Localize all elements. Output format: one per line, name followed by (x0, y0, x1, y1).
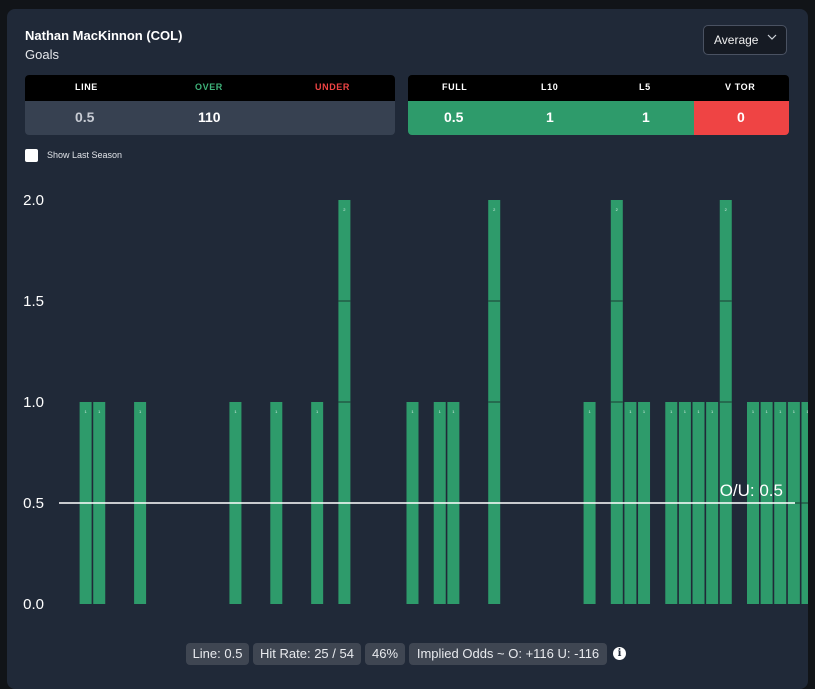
header-full: FULL (442, 82, 468, 92)
red-cell (694, 101, 789, 135)
header-over: OVER (195, 82, 223, 92)
header-l10: L10 (541, 82, 559, 92)
green-cells (408, 101, 694, 135)
show-last-season-label: Show Last Season (47, 150, 123, 160)
line-value: 0.5 (75, 109, 95, 125)
stat-category: Goals (25, 47, 59, 62)
bar-data-label: 1 (766, 409, 769, 414)
bar-data-label: 1 (411, 409, 414, 414)
bar-data-label: 1 (629, 409, 632, 414)
bar-data-label: 1 (779, 409, 782, 414)
implied-odds-pill: Implied Odds ~ O: +116 U: -116 (409, 643, 607, 665)
average-select[interactable]: Average (703, 25, 787, 55)
bar-data-label: 1 (439, 409, 442, 414)
header-l5: L5 (639, 82, 651, 92)
summary-footer: Line: 0.5 Hit Rate: 25 / 54 46% Implied … (7, 643, 808, 665)
ou-line-label: O/U: 0.5 (720, 481, 783, 500)
y-tick-label: 0.0 (23, 596, 44, 609)
bar-data-label: 1 (670, 409, 673, 414)
bar-data-label: 1 (85, 409, 88, 414)
bar-data-label: 1 (588, 409, 591, 414)
show-last-season-checkbox[interactable] (25, 149, 38, 162)
y-tick-label: 2.0 (23, 192, 44, 209)
bar-data-label: 1 (752, 409, 755, 414)
header-line: LINE (75, 82, 98, 92)
l5-value: 1 (642, 109, 650, 125)
over-value: 110 (198, 109, 221, 125)
chevron-down-icon (767, 32, 777, 45)
average-select-value: Average (714, 33, 759, 47)
hit-rate-table: FULL L10 L5 V TOR 0.5 1 1 0 (408, 75, 789, 135)
bar-data-label: 2 (343, 207, 346, 212)
bar-data-label: 2 (725, 207, 728, 212)
bar-data-label: 1 (316, 409, 319, 414)
line-table-row: 0.5 110 (25, 101, 395, 135)
percent-pill: 46% (365, 643, 405, 665)
bar-data-label: 1 (275, 409, 278, 414)
bar-data-label: 1 (452, 409, 455, 414)
line-pill: Line: 0.5 (186, 643, 249, 665)
props-card: Nathan MacKinnon (COL) Goals Average LIN… (7, 9, 808, 689)
hit-rate-table-header: FULL L10 L5 V TOR (408, 75, 789, 101)
y-tick-label: 0.5 (23, 495, 44, 512)
goals-bar-chart: 0.0 0.5 1.0 1.5 2.0 1 1 1 1 1 1 2 1 1 1 2 1 2 1 1 1 1 1 1 2 1 1 1 1 1… (23, 192, 808, 609)
bar-data-label: 1 (98, 409, 101, 414)
full-value: 0.5 (444, 109, 464, 125)
bar-data-label: 1 (643, 409, 646, 414)
l10-value: 1 (546, 109, 554, 125)
header-vs-tor: V TOR (725, 82, 756, 92)
player-name: Nathan MacKinnon (COL) (25, 28, 183, 43)
bar-data-label: 2 (616, 207, 619, 212)
bar-data-label: 1 (711, 409, 714, 414)
header-under: UNDER (315, 82, 351, 92)
y-tick-label: 1.0 (23, 394, 44, 411)
line-table-header: LINE OVER UNDER (25, 75, 395, 101)
bar-data-label: 1 (684, 409, 687, 414)
line-table: LINE OVER UNDER 0.5 110 (25, 75, 395, 135)
hit-rate-pill: Hit Rate: 25 / 54 (253, 643, 361, 665)
hit-rate-table-row: 0.5 1 1 0 (408, 101, 789, 135)
info-icon[interactable]: i (613, 647, 626, 660)
bar-data-label: 2 (493, 207, 496, 212)
bar-data-label: 1 (806, 409, 808, 414)
vs-tor-value: 0 (737, 109, 745, 125)
bar-data-label: 1 (234, 409, 237, 414)
bar-data-label: 1 (139, 409, 142, 414)
bar-data-label: 1 (697, 409, 700, 414)
y-tick-label: 1.5 (23, 293, 44, 310)
bar-data-label: 1 (793, 409, 796, 414)
